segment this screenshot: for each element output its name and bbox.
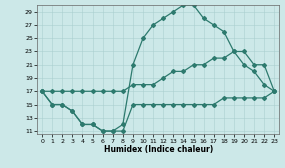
X-axis label: Humidex (Indice chaleur): Humidex (Indice chaleur): [103, 145, 213, 154]
